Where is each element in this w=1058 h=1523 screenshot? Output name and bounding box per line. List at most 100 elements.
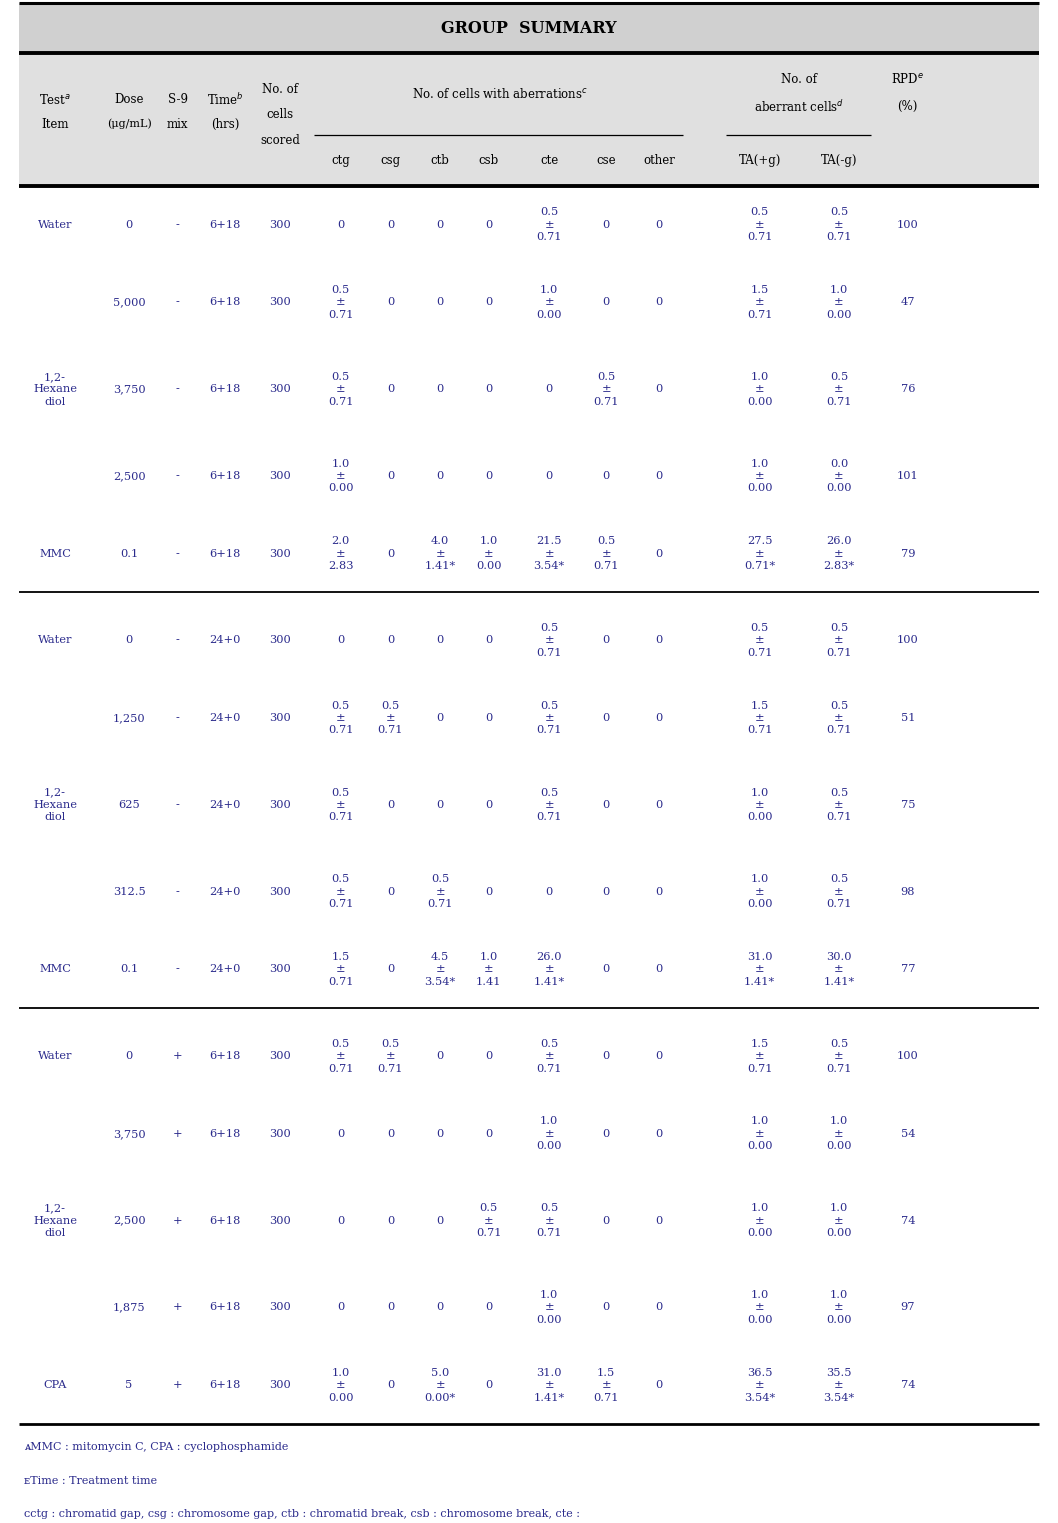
Text: 0: 0 xyxy=(656,384,662,394)
Text: 77: 77 xyxy=(900,964,915,975)
Text: 1.0
±
0.00: 1.0 ± 0.00 xyxy=(536,285,562,320)
Text: 76: 76 xyxy=(900,384,915,394)
Text: 6+18: 6+18 xyxy=(209,471,241,481)
Text: 0.5
±
0.71: 0.5 ± 0.71 xyxy=(328,701,353,736)
Text: 300: 300 xyxy=(270,219,291,230)
Text: 26.0
±
1.41*: 26.0 ± 1.41* xyxy=(533,952,565,987)
Text: 0: 0 xyxy=(603,471,609,481)
Text: 0: 0 xyxy=(546,384,552,394)
Text: 0.1: 0.1 xyxy=(120,548,139,559)
Text: mix: mix xyxy=(167,117,188,131)
Text: MMC: MMC xyxy=(39,548,71,559)
Text: Water: Water xyxy=(38,219,72,230)
Text: 0.5
±
0.71: 0.5 ± 0.71 xyxy=(826,787,852,822)
Text: 0: 0 xyxy=(603,800,609,810)
Text: 0: 0 xyxy=(126,635,132,646)
Text: 1.5
±
0.71: 1.5 ± 0.71 xyxy=(747,701,772,736)
Text: 1,2-
Hexane
diol: 1,2- Hexane diol xyxy=(33,787,77,822)
Text: 30.0
±
1.41*: 30.0 ± 1.41* xyxy=(823,952,855,987)
Text: 0: 0 xyxy=(656,219,662,230)
Text: 0: 0 xyxy=(603,219,609,230)
Text: 0.5
±
0.71: 0.5 ± 0.71 xyxy=(536,623,562,658)
Text: 0.5
±
0.71: 0.5 ± 0.71 xyxy=(536,787,562,822)
Text: 0.5
±
0.71: 0.5 ± 0.71 xyxy=(378,701,403,736)
Text: 2,500: 2,500 xyxy=(113,1215,145,1226)
Text: 300: 300 xyxy=(270,1380,291,1390)
Text: 5,000: 5,000 xyxy=(113,297,145,308)
Text: 1.0
±
0.00: 1.0 ± 0.00 xyxy=(747,458,772,493)
Text: 300: 300 xyxy=(270,1302,291,1313)
Text: 101: 101 xyxy=(897,471,918,481)
Text: 1.0
±
0.00: 1.0 ± 0.00 xyxy=(747,1116,772,1151)
Text: 0: 0 xyxy=(603,1215,609,1226)
Text: 0: 0 xyxy=(656,471,662,481)
Text: Water: Water xyxy=(38,1051,72,1062)
Text: 1.0
±
0.00: 1.0 ± 0.00 xyxy=(747,372,772,407)
Text: 0.5
±
0.71: 0.5 ± 0.71 xyxy=(427,874,453,909)
Text: 0: 0 xyxy=(603,297,609,308)
Text: +: + xyxy=(172,1129,183,1139)
Text: 0: 0 xyxy=(486,1129,492,1139)
Text: 24+0: 24+0 xyxy=(209,886,241,897)
Text: 0: 0 xyxy=(656,1380,662,1390)
Text: 0: 0 xyxy=(486,471,492,481)
Text: 0: 0 xyxy=(338,219,344,230)
Text: 24+0: 24+0 xyxy=(209,713,241,723)
Text: 0: 0 xyxy=(387,1302,394,1313)
Text: 300: 300 xyxy=(270,635,291,646)
Text: 0.5
±
0.71: 0.5 ± 0.71 xyxy=(328,787,353,822)
Text: -: - xyxy=(176,964,180,975)
Text: 0: 0 xyxy=(387,1129,394,1139)
Text: other: other xyxy=(643,154,675,168)
Text: 0: 0 xyxy=(546,886,552,897)
Text: 0: 0 xyxy=(486,713,492,723)
Text: 6+18: 6+18 xyxy=(209,384,241,394)
Text: 6+18: 6+18 xyxy=(209,219,241,230)
Text: 0: 0 xyxy=(387,635,394,646)
Text: 0: 0 xyxy=(437,297,443,308)
Text: 0: 0 xyxy=(656,1129,662,1139)
Text: TA(-g): TA(-g) xyxy=(821,154,857,168)
Text: 51: 51 xyxy=(900,713,915,723)
Text: 0: 0 xyxy=(486,800,492,810)
Text: cse: cse xyxy=(597,154,616,168)
Text: 300: 300 xyxy=(270,800,291,810)
Text: 1.0
±
0.00: 1.0 ± 0.00 xyxy=(536,1116,562,1151)
Text: 0: 0 xyxy=(338,1215,344,1226)
Text: 0: 0 xyxy=(656,1215,662,1226)
Text: 312.5: 312.5 xyxy=(113,886,145,897)
Text: +: + xyxy=(172,1051,183,1062)
Text: 47: 47 xyxy=(900,297,915,308)
Text: 21.5
±
3.54*: 21.5 ± 3.54* xyxy=(533,536,565,571)
Text: 98: 98 xyxy=(900,886,915,897)
Text: 0: 0 xyxy=(437,384,443,394)
Text: 1,2-
Hexane
diol: 1,2- Hexane diol xyxy=(33,372,77,407)
Text: 0: 0 xyxy=(437,635,443,646)
Text: 100: 100 xyxy=(897,1051,918,1062)
Text: 1,875: 1,875 xyxy=(113,1302,145,1313)
Text: 0: 0 xyxy=(437,1215,443,1226)
Text: 4.5
±
3.54*: 4.5 ± 3.54* xyxy=(424,952,456,987)
Text: 0: 0 xyxy=(656,297,662,308)
Text: 6+18: 6+18 xyxy=(209,297,241,308)
Text: +: + xyxy=(172,1215,183,1226)
Text: -: - xyxy=(176,800,180,810)
Text: 0: 0 xyxy=(387,219,394,230)
Text: 5: 5 xyxy=(126,1380,132,1390)
Text: 0.5
±
0.71: 0.5 ± 0.71 xyxy=(536,701,562,736)
Text: 0: 0 xyxy=(387,297,394,308)
Text: 0.5
±
0.71: 0.5 ± 0.71 xyxy=(536,207,562,242)
Text: csg: csg xyxy=(380,154,401,168)
Text: 0.5
±
0.71: 0.5 ± 0.71 xyxy=(536,1203,562,1238)
Text: CPA: CPA xyxy=(43,1380,67,1390)
Text: 0.5
±
0.71: 0.5 ± 0.71 xyxy=(826,701,852,736)
Text: 1.5
±
0.71: 1.5 ± 0.71 xyxy=(747,1039,772,1074)
Text: 24+0: 24+0 xyxy=(209,800,241,810)
Text: Dose: Dose xyxy=(114,93,144,107)
Text: 1.0
±
0.00: 1.0 ± 0.00 xyxy=(826,285,852,320)
Text: +: + xyxy=(172,1380,183,1390)
Text: No. of: No. of xyxy=(262,82,298,96)
Text: 6+18: 6+18 xyxy=(209,1129,241,1139)
Text: 31.0
±
1.41*: 31.0 ± 1.41* xyxy=(744,952,776,987)
Text: Water: Water xyxy=(38,635,72,646)
